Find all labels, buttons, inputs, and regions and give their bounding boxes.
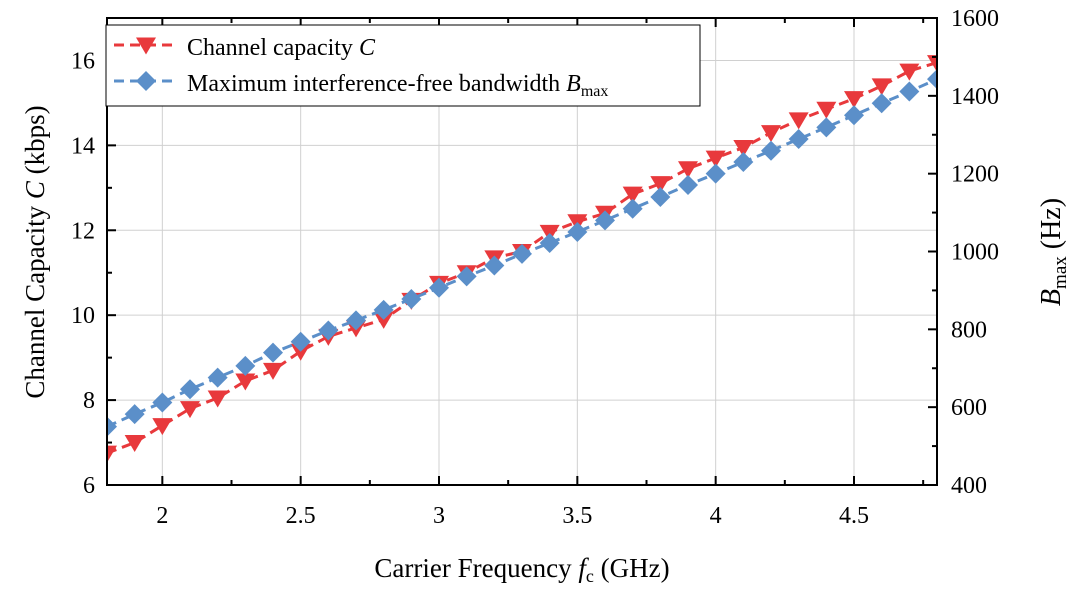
data-point-bandwidth (816, 117, 837, 138)
data-point-bandwidth (107, 416, 117, 437)
data-point-capacity (705, 150, 726, 168)
data-point-capacity (871, 78, 892, 96)
data-point-capacity (152, 418, 173, 436)
data-point-bandwidth (373, 299, 394, 320)
y-right-tick-label: 800 (951, 317, 987, 343)
y-left-tick-label: 6 (83, 473, 95, 499)
data-point-capacity (650, 176, 671, 194)
data-point-capacity (927, 55, 937, 73)
data-point-capacity (207, 390, 228, 408)
y-right-tick-label: 1000 (951, 240, 999, 266)
y-left-tick-label: 10 (71, 303, 95, 329)
data-point-capacity (844, 91, 864, 109)
data-point-capacity (235, 373, 256, 391)
data-point-bandwidth (207, 367, 228, 388)
data-point-bandwidth (622, 198, 643, 219)
data-point-bandwidth (761, 140, 781, 161)
legend-label-channel-capacity: Channel capacity C (187, 35, 376, 61)
data-point-capacity (788, 112, 809, 130)
y-left-tick-label: 16 (71, 48, 95, 74)
data-point-bandwidth (235, 355, 256, 376)
data-point-capacity (373, 311, 394, 329)
y-left-axis-label: Channel Capacity C (kbps) (20, 105, 50, 398)
data-point-bandwidth (567, 222, 588, 243)
y-right-tick-label: 400 (951, 473, 987, 499)
data-point-bandwidth (678, 174, 698, 195)
y-left-ticks: 6 8 10 12 14 16 (71, 17, 116, 499)
data-point-bandwidth (484, 255, 505, 276)
data-point-capacity (107, 445, 117, 463)
y-right-axis-label: Bmax (Hz) (1036, 198, 1071, 306)
data-point-capacity (816, 101, 837, 119)
data-point-bandwidth (512, 243, 532, 264)
series-layer (107, 55, 937, 463)
legend-marker-diamond (136, 71, 156, 91)
y-left-tick-label: 14 (71, 133, 95, 159)
data-point-bandwidth (263, 342, 283, 363)
data-point-capacity (622, 186, 643, 204)
y-right-ticks: 400 600 800 1000 1200 1400 1600 (928, 6, 999, 499)
data-point-capacity (263, 362, 283, 380)
data-point-capacity (124, 435, 145, 453)
data-point-bandwidth (927, 69, 937, 90)
data-point-capacity (733, 139, 754, 157)
x-tick-label: 4 (710, 503, 722, 529)
data-point-bandwidth (705, 163, 726, 184)
x-ticks: 2 2.5 3 3.5 4 4.5 (156, 18, 925, 529)
y-right-tick-label: 1400 (951, 84, 999, 110)
data-point-bandwidth (844, 105, 864, 126)
data-point-bandwidth (595, 210, 615, 231)
data-point-bandwidth (899, 81, 920, 102)
data-point-bandwidth (429, 277, 449, 298)
data-point-bandwidth (401, 288, 422, 309)
x-tick-label: 2 (156, 503, 168, 529)
data-point-bandwidth (733, 151, 754, 172)
legend-box (105, 24, 701, 107)
y-right-tick-label: 600 (951, 395, 987, 421)
data-point-bandwidth (180, 379, 200, 400)
data-point-bandwidth (788, 129, 809, 150)
x-tick-label: 3.5 (562, 503, 592, 529)
data-point-bandwidth (650, 187, 671, 208)
legend-marker-triangle (136, 37, 156, 55)
data-point-bandwidth (124, 404, 145, 425)
data-point-bandwidth (456, 266, 477, 287)
data-point-capacity (761, 125, 781, 143)
legend-marks (114, 37, 178, 91)
y-left-tick-label: 8 (83, 388, 95, 414)
data-point-capacity (290, 343, 311, 361)
data-point-bandwidth (152, 392, 173, 413)
data-point-bandwidth (871, 93, 892, 114)
x-tick-label: 3 (433, 503, 445, 529)
data-point-bandwidth (318, 320, 339, 341)
x-tick-label: 4.5 (839, 503, 869, 529)
y-right-tick-label: 1200 (951, 162, 999, 188)
data-point-capacity (899, 63, 920, 81)
y-right-tick-label: 1600 (951, 6, 999, 32)
data-point-bandwidth (539, 232, 560, 253)
x-axis-label: Carrier Frequency fc (GHz) (374, 553, 669, 586)
data-point-bandwidth (290, 331, 311, 352)
data-point-bandwidth (346, 310, 366, 331)
data-point-capacity (678, 161, 698, 179)
y-left-tick-label: 12 (71, 218, 95, 244)
data-point-capacity (180, 401, 200, 419)
legend: Channel capacity C Maximum interference-… (105, 24, 701, 107)
series-1 (107, 69, 937, 437)
legend-label-bandwidth: Maximum interference-free bandwidth Bmax (187, 71, 608, 100)
x-tick-label: 2.5 (286, 503, 316, 529)
